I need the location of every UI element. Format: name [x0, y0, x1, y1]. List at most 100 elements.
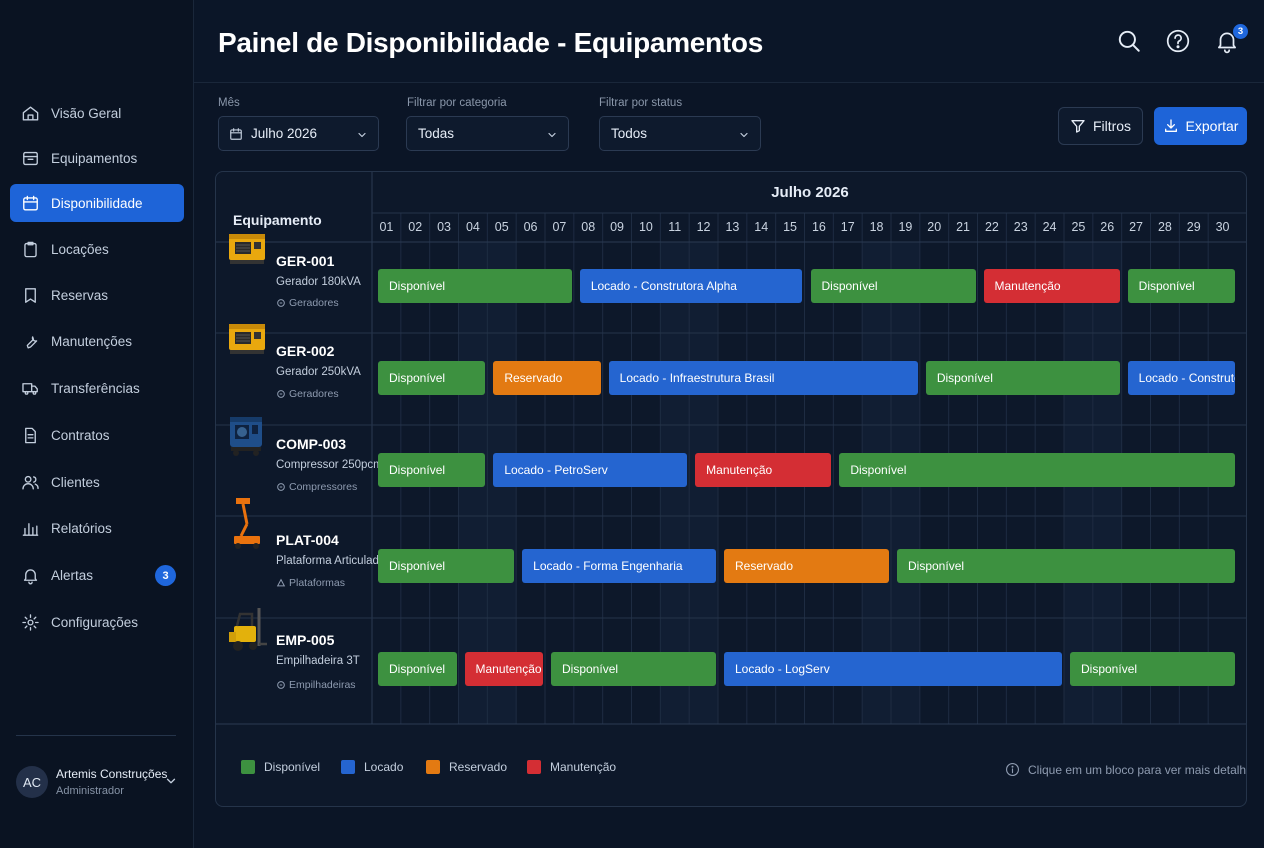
legend-label: Reservado — [449, 760, 508, 774]
day-header: 02 — [408, 220, 423, 234]
equipment-name: Gerador 180kVA — [276, 276, 361, 288]
sidebar-item-locacoes[interactable]: Locações — [10, 230, 184, 268]
bell-icon — [20, 565, 40, 585]
sidebar-item-clientes[interactable]: Clientes — [10, 463, 184, 501]
booking-block-reservado[interactable]: Reservado — [493, 361, 601, 395]
topbar: Painel de Disponibilidade - Equipamentos — [194, 0, 1264, 83]
home-icon — [20, 103, 40, 123]
chevron-down-icon — [356, 129, 368, 141]
sidebar-item-transferencias[interactable]: Transferências — [10, 369, 184, 407]
status-filter-label: Filtrar por status — [599, 97, 683, 109]
sidebar-item-configuracoes[interactable]: Configurações — [10, 603, 184, 641]
booking-block-disponivel[interactable]: Disponível — [897, 549, 1235, 583]
sidebar-item-label: Visão Geral — [51, 105, 122, 121]
month-select-value: Julho 2026 — [251, 126, 318, 141]
booking-block-manutencao[interactable]: Manutenção — [983, 269, 1120, 303]
sidebar-item-alertas[interactable]: Alertas 3 — [10, 556, 184, 594]
status-select[interactable]: Todos — [599, 116, 761, 151]
generator-image — [226, 220, 268, 276]
booking-block-locado[interactable]: Locado - Construtora Alpha — [579, 269, 803, 303]
equipment-category-label: Plataformas — [289, 577, 346, 589]
booking-block-locado[interactable]: Locado - Forma Engenharia — [522, 549, 716, 583]
day-header: 09 — [610, 220, 625, 234]
booking-block-disponivel[interactable]: Disponível — [839, 453, 1235, 487]
day-header: 15 — [783, 220, 798, 234]
booking-block-disponivel[interactable]: Disponível — [378, 361, 486, 395]
sidebar-item-disponibilidade[interactable]: Disponibilidade — [10, 184, 184, 222]
sidebar-item-label: Locações — [51, 241, 109, 257]
booking-block-disponivel[interactable]: Disponível — [1070, 652, 1235, 686]
booking-block-disponivel[interactable]: Disponível — [925, 361, 1120, 395]
calendar-grid — [216, 172, 1246, 725]
bell-icon[interactable] — [1214, 28, 1240, 54]
calendar-icon — [229, 127, 243, 141]
legend-label: Locado — [364, 760, 404, 774]
truck-icon — [20, 378, 40, 398]
booking-block-reservado[interactable]: Reservado — [724, 549, 889, 583]
chevron-down-icon — [738, 129, 750, 141]
equipment-category: Geradores — [276, 388, 339, 400]
equipment-category-label: Geradores — [289, 297, 339, 309]
booking-block-disponivel[interactable]: Disponível — [1127, 269, 1235, 303]
equipment-category-label: Geradores — [289, 388, 339, 400]
day-header: 26 — [1100, 220, 1115, 234]
legend-item: Locado — [341, 760, 403, 774]
sidebar-item-contratos[interactable]: Contratos — [10, 416, 184, 454]
day-header: 18 — [869, 220, 884, 234]
booking-block-disponivel[interactable]: Disponível — [378, 652, 457, 686]
equipment-name: Gerador 250kVA — [276, 366, 361, 378]
day-header: 30 — [1215, 220, 1230, 234]
export-button[interactable]: Exportar — [1154, 107, 1247, 145]
sidebar-item-label: Relatórios — [51, 520, 112, 536]
legend-swatch — [426, 760, 440, 774]
day-header: 08 — [581, 220, 596, 234]
day-header: 19 — [898, 220, 913, 234]
day-header: 29 — [1186, 220, 1201, 234]
sidebar-item-equipamentos[interactable]: Equipamentos — [10, 139, 184, 177]
user-menu[interactable]: AC Artemis Construções Administrador — [16, 762, 182, 802]
generator-image — [226, 310, 268, 366]
booking-block-disponivel[interactable]: Disponível — [810, 269, 976, 303]
user-name: Artemis Construções — [56, 767, 168, 781]
month-select[interactable]: Julho 2026 — [218, 116, 379, 151]
day-header: 01 — [379, 220, 394, 234]
download-icon — [1163, 118, 1186, 134]
day-header: 05 — [494, 220, 509, 234]
booking-block-locado[interactable]: Locado - Construtora Delta — [1127, 361, 1235, 395]
booking-block-disponivel[interactable]: Disponível — [378, 453, 486, 487]
booking-block-disponivel[interactable]: Disponível — [378, 269, 572, 303]
compressor-image — [226, 405, 268, 461]
day-header: 13 — [725, 220, 740, 234]
equipment-code: EMP-005 — [276, 632, 335, 648]
month-filter-label: Mês — [218, 97, 240, 109]
booking-block-locado[interactable]: Locado - Infraestrutura Brasil — [608, 361, 918, 395]
day-header: 27 — [1129, 220, 1144, 234]
day-header: 25 — [1071, 220, 1086, 234]
category-icon — [276, 389, 286, 399]
booking-block-locado[interactable]: Locado - PetroServ — [493, 453, 688, 487]
sidebar-item-manutencoes[interactable]: Manutenções — [10, 322, 184, 360]
sidebar-item-visao-geral[interactable]: Visão Geral — [10, 94, 184, 132]
legend-swatch — [527, 760, 541, 774]
booking-block-disponivel[interactable]: Disponível — [551, 652, 716, 686]
user-role: Administrador — [56, 785, 124, 797]
booking-block-manutencao[interactable]: Manutenção — [695, 453, 832, 487]
booking-block-locado[interactable]: Locado - LogServ — [724, 652, 1062, 686]
help-icon[interactable] — [1165, 28, 1191, 54]
category-filter-label: Filtrar por categoria — [407, 97, 507, 109]
booking-block-disponivel[interactable]: Disponível — [378, 549, 515, 583]
search-icon[interactable] — [1116, 28, 1142, 54]
sidebar-item-reservas[interactable]: Reservas — [10, 276, 184, 314]
sidebar-item-label: Transferências — [51, 380, 140, 396]
category-select[interactable]: Todas — [406, 116, 569, 151]
sidebar-divider — [16, 735, 176, 736]
hint-text: Clique em um bloco para ver mais detalhe… — [1028, 762, 1247, 777]
filters-button[interactable]: Filtros — [1058, 107, 1143, 145]
availability-calendar: Equipamento Julho 2026 01 02 03 04 05 06 07 08 0… — [215, 171, 1247, 807]
sidebar-item-relatorios[interactable]: Relatórios — [10, 509, 184, 547]
day-header: 03 — [437, 220, 452, 234]
booking-block-manutencao[interactable]: Manutenção — [464, 652, 543, 686]
status-select-value: Todos — [611, 126, 648, 141]
sidebar-item-label: Equipamentos — [51, 150, 138, 166]
day-header: 21 — [956, 220, 971, 234]
